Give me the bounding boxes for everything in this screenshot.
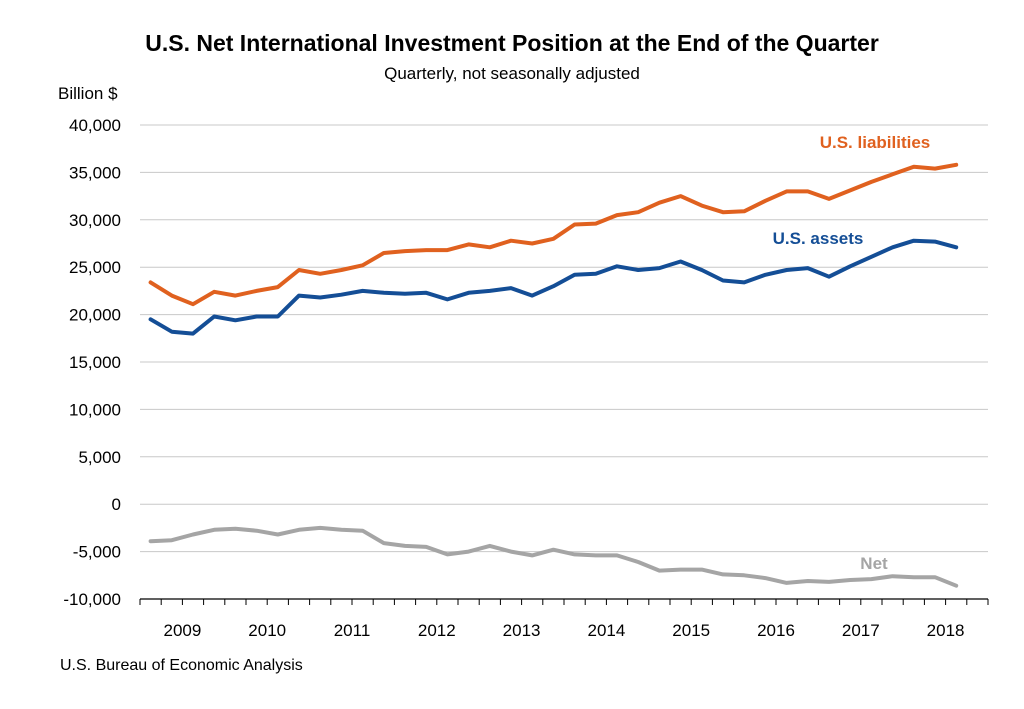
y-tick-label: 15,000 bbox=[69, 353, 121, 372]
x-tick-label: 2017 bbox=[842, 621, 880, 640]
y-tick-label: 20,000 bbox=[69, 306, 121, 325]
y-tick-label: 35,000 bbox=[69, 163, 121, 182]
x-tick-label: 2012 bbox=[418, 621, 456, 640]
y-tick-label: 40,000 bbox=[69, 116, 121, 135]
y-tick-label: 30,000 bbox=[69, 211, 121, 230]
x-tick-label: 2015 bbox=[672, 621, 710, 640]
x-tick-label: 2009 bbox=[163, 621, 201, 640]
y-tick-label: 10,000 bbox=[69, 400, 121, 419]
series-label: U.S. assets bbox=[773, 229, 864, 248]
series-line-net bbox=[148, 525, 959, 588]
x-tick-label: 2018 bbox=[927, 621, 965, 640]
y-tick-label: -10,000 bbox=[63, 590, 121, 609]
chart-title: U.S. Net International Investment Positi… bbox=[145, 30, 879, 56]
source-note: U.S. Bureau of Economic Analysis bbox=[60, 657, 303, 674]
y-tick-label: 0 bbox=[112, 495, 121, 514]
series-label: U.S. liabilities bbox=[820, 133, 931, 152]
x-tick-label: 2014 bbox=[587, 621, 625, 640]
series-line-u-s-assets bbox=[148, 238, 959, 336]
series-label: Net bbox=[860, 554, 888, 573]
x-tick-label: 2013 bbox=[503, 621, 541, 640]
x-tick-label: 2011 bbox=[334, 621, 371, 640]
y-tick-label: -5,000 bbox=[73, 543, 121, 562]
y-axis-label: Billion $ bbox=[58, 84, 118, 103]
y-tick-label: 25,000 bbox=[69, 258, 121, 277]
x-tick-label: 2010 bbox=[248, 621, 286, 640]
x-tick-label: 2016 bbox=[757, 621, 795, 640]
chart-subtitle: Quarterly, not seasonally adjusted bbox=[384, 64, 640, 83]
y-tick-label: 5,000 bbox=[78, 448, 121, 467]
series-line-u-s-liabilities bbox=[148, 162, 959, 307]
